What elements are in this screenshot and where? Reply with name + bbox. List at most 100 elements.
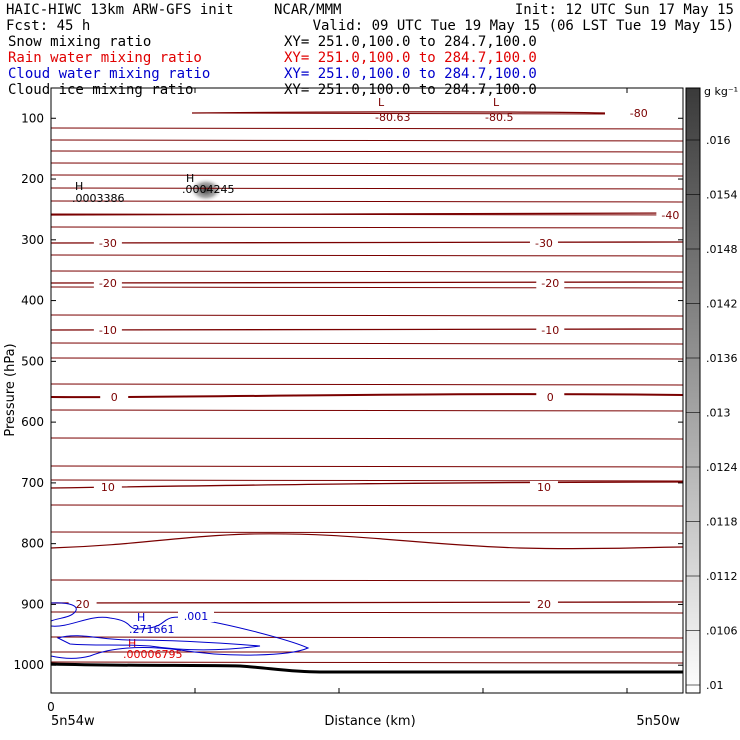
- contour-label-bg: [529, 598, 558, 610]
- colorbar-label: .013: [706, 407, 731, 420]
- extremum-value: .0004245: [182, 183, 235, 196]
- colorbar-label: .0112: [706, 570, 738, 583]
- extremum-marker: H: [128, 637, 136, 650]
- contour-label: -30: [99, 237, 117, 250]
- x-axis-left-label: 5n54w: [51, 714, 95, 729]
- isotherm: [50, 579, 684, 582]
- model-title: HAIC-HIWC 13km ARW-GFS init: [6, 2, 234, 18]
- x-axis-label: Distance (km): [324, 714, 415, 729]
- isotherm: [50, 286, 684, 289]
- cloud-water-contour: [50, 616, 310, 659]
- isotherm: [50, 270, 684, 273]
- isotherm: [50, 139, 684, 142]
- field-xy-cloud-ice: XY= 251.0,100.0 to 284.7,100.0: [284, 82, 537, 98]
- field-name-cloud-water: Cloud water mixing ratio: [8, 66, 210, 82]
- isotherm: [50, 504, 684, 507]
- isotherm: [191, 112, 606, 115]
- isotherm: [50, 254, 684, 257]
- isotherm: [50, 314, 684, 317]
- colorbar-label: .0118: [706, 516, 738, 529]
- isotherm--20: [50, 281, 684, 284]
- isotherm: [50, 437, 684, 440]
- isotherm: [50, 383, 684, 386]
- x-axis-right-label: 5n50w: [636, 714, 680, 729]
- contour-label-bg: [93, 481, 122, 493]
- isotherm: [50, 465, 684, 468]
- extremum-marker: L: [378, 96, 385, 109]
- field-name-cloud-ice: Cloud ice mixing ratio: [8, 82, 193, 98]
- contour-label-bg: [93, 277, 122, 289]
- isotherm--30: [50, 241, 684, 244]
- contour-label-bg: [536, 277, 565, 289]
- isotherm-10: [50, 481, 684, 489]
- isotherm: [50, 342, 684, 345]
- y-tick-label: 800: [21, 537, 44, 551]
- contour-label: -10: [541, 324, 559, 337]
- cloud-water-contour-label: .001: [184, 610, 209, 623]
- colorbar-label: .0106: [706, 625, 738, 638]
- isotherm--80: [191, 111, 606, 114]
- contour-label-bg: [656, 209, 685, 221]
- isotherm: [50, 200, 684, 203]
- contour-label: 0: [547, 391, 554, 404]
- y-axis-label: Pressure (hPa): [3, 343, 18, 436]
- isotherm: [50, 226, 684, 229]
- isotherm: [50, 479, 684, 482]
- extremum-value: -80.63: [375, 111, 410, 124]
- colorbar-unit: g kg⁻¹: [704, 85, 738, 98]
- contour-label-bg: [536, 324, 565, 336]
- colorbar-bar: [685, 87, 701, 694]
- init-label: Init: 12 UTC Sun 17 May 15: [515, 2, 734, 18]
- extremum-value: .00006795: [123, 648, 183, 661]
- plot-area: 1002003004005006007008009001000-80-40-30…: [13, 88, 685, 693]
- colorbar-label: .0148: [706, 243, 738, 256]
- field-xy-cloud-water: XY= 251.0,100.0 to 284.7,100.0: [284, 66, 537, 82]
- contour-label: -20: [541, 277, 559, 290]
- contour-label: 20: [76, 598, 90, 611]
- valid-label: Valid: 09 UTC Tue 19 May 15 (06 LST Tue …: [313, 18, 734, 34]
- cloud-water-contour: [56, 635, 261, 651]
- y-tick-label: 300: [21, 233, 44, 247]
- y-tick-label: 200: [21, 172, 44, 186]
- y-tick-label: 500: [21, 354, 44, 368]
- contour-label-bg: [536, 391, 565, 403]
- cloud-water-contour: [50, 602, 77, 622]
- contour-label: -20: [99, 277, 117, 290]
- y-tick-label: 100: [21, 111, 44, 125]
- contour-label: -10: [99, 324, 117, 337]
- isotherm: [50, 357, 684, 360]
- contour-label-bg: [529, 237, 558, 249]
- x-axis-left-tick: 0: [47, 700, 55, 714]
- contour-label: -30: [535, 237, 553, 250]
- y-tick-label: 400: [21, 294, 44, 308]
- isotherm: [50, 661, 684, 664]
- contour-label-bg: [529, 481, 558, 493]
- contour-label: 10: [537, 481, 551, 494]
- y-tick-label: 600: [21, 415, 44, 429]
- field-xy-rain: XY= 251.0,100.0 to 284.7,100.0: [284, 50, 537, 66]
- colorbar-label: .0142: [706, 298, 738, 311]
- extremum-marker: H: [137, 611, 145, 624]
- field-xy-snow: XY= 251.0,100.0 to 284.7,100.0: [284, 34, 537, 50]
- isotherm: [50, 174, 684, 177]
- isotherm: [50, 162, 684, 165]
- contour-label: 10: [101, 481, 115, 494]
- extremum-value: .271661: [129, 623, 175, 636]
- colorbar-label: .016: [706, 134, 731, 147]
- contour-label: 0: [111, 391, 118, 404]
- isotherm-bump: [50, 533, 684, 550]
- contour-label: -40: [661, 209, 679, 222]
- isotherm: [50, 409, 684, 412]
- contour-label-bg: [93, 324, 122, 336]
- colorbar: .016 .0154 .0148 .0142 .0136 .013 .0124 .0118 .0…: [685, 87, 738, 694]
- contour-label: 20: [537, 598, 551, 611]
- extremum-value: .0003386: [72, 192, 125, 205]
- field-name-rain: Rain water mixing ratio: [8, 50, 202, 66]
- extremum-marker: L: [493, 96, 500, 109]
- isotherm: [50, 611, 684, 614]
- colorbar-label: .0136: [706, 352, 738, 365]
- snow-mixing-ratio-shading: [189, 178, 223, 202]
- extremum-marker: H: [186, 172, 194, 185]
- y-tick-label: 700: [21, 476, 44, 490]
- contour-label-bg: [624, 107, 653, 119]
